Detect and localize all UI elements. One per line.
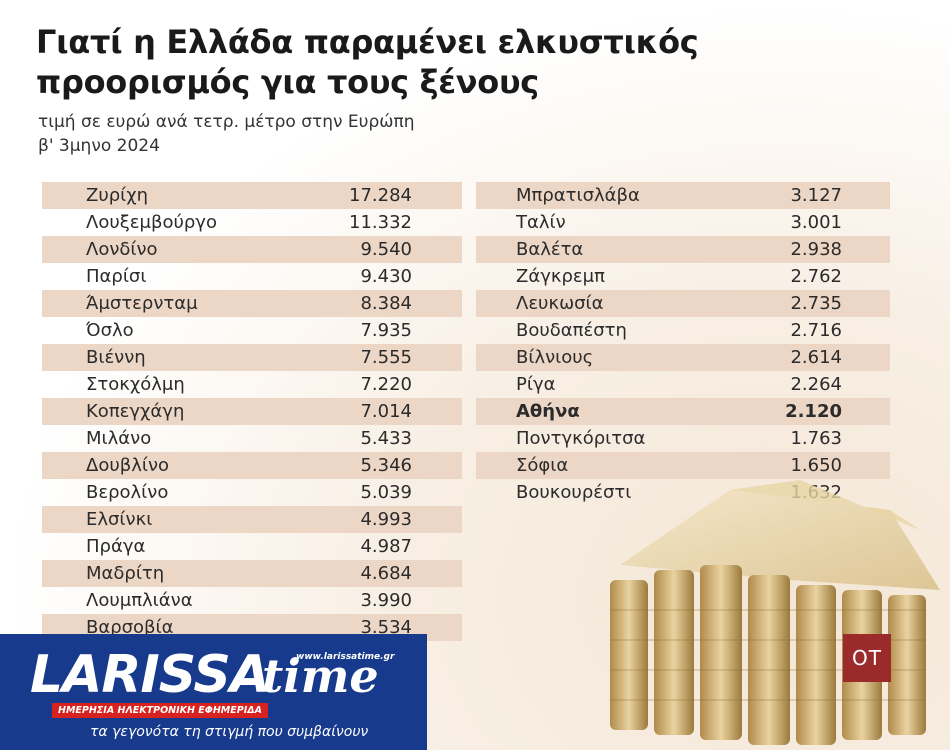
- price-value: 3.990: [360, 590, 412, 611]
- larissatime-logo: LARISSA time www.larissatime.gr ΗΜΕΡΗΣΙΑ…: [0, 634, 427, 750]
- logo-wordmark: LARISSA: [30, 645, 270, 705]
- table-row: Μαδρίτη 4.684: [42, 560, 462, 587]
- price-table-left: Ζυρίχη 17.284 Λουξεμβούργο 11.332 Λονδίνο 9.5…: [42, 182, 462, 641]
- price-value: 9.430: [360, 266, 412, 287]
- price-value: 3.001: [790, 212, 842, 233]
- city-name: Άμστερνταμ: [86, 293, 198, 314]
- price-value: 4.684: [360, 563, 412, 584]
- table-row: Μιλάνο 5.433: [42, 425, 462, 452]
- table-row: Στοκχόλμη 7.220: [42, 371, 462, 398]
- price-value: 4.987: [360, 536, 412, 557]
- price-value: 4.993: [360, 509, 412, 530]
- table-row: Λευκωσία 2.735: [476, 290, 890, 317]
- price-value: 2.735: [790, 293, 842, 314]
- city-name: Ελσίνκι: [86, 509, 153, 530]
- city-name: Στοκχόλμη: [86, 374, 185, 395]
- table-row: Όσλο 7.935: [42, 317, 462, 344]
- price-value: 17.284: [349, 185, 412, 206]
- table-row: Λουξεμβούργο 11.332: [42, 209, 462, 236]
- table-row: Βαλέτα 2.938: [476, 236, 890, 263]
- price-value: 7.555: [360, 347, 412, 368]
- table-row: Αθήνα 2.120: [476, 398, 890, 425]
- price-value: 7.220: [360, 374, 412, 395]
- city-name: Δουβλίνο: [86, 455, 170, 476]
- ot-logo-badge: OT: [843, 634, 891, 682]
- price-value: 5.039: [360, 482, 412, 503]
- city-name: Βουδαπέστη: [516, 320, 627, 341]
- city-name: Όσλο: [86, 320, 134, 341]
- city-name: Λευκωσία: [516, 293, 604, 314]
- city-name: Λουμπλιάνα: [86, 590, 193, 611]
- price-value: 8.384: [360, 293, 412, 314]
- table-row: Πράγα 4.987: [42, 533, 462, 560]
- price-value: 3.127: [790, 185, 842, 206]
- price-value: 3.534: [360, 617, 412, 638]
- price-value: 2.614: [790, 347, 842, 368]
- price-value: 2.716: [790, 320, 842, 341]
- city-name: Μπρατισλάβα: [516, 185, 640, 206]
- price-value: 2.120: [785, 401, 842, 422]
- city-name: Ρίγα: [516, 374, 556, 395]
- table-row: Σόφια 1.650: [476, 452, 890, 479]
- city-name: Ποντγκόριτσα: [516, 428, 646, 449]
- price-value: 1.650: [790, 455, 842, 476]
- table-row: Κοπεγχάγη 7.014: [42, 398, 462, 425]
- table-row: Παρίσι 9.430: [42, 263, 462, 290]
- city-name: Ζάγκρεμπ: [516, 266, 605, 287]
- table-row: Βιέννη 7.555: [42, 344, 462, 371]
- city-name: Βουκουρέστι: [516, 482, 632, 503]
- city-name: Βερολίνο: [86, 482, 169, 503]
- city-name: Μιλάνο: [86, 428, 152, 449]
- subtitle: τιμή σε ευρώ ανά τετρ. μέτρο στην Ευρώπη…: [38, 110, 415, 158]
- city-name: Πράγα: [86, 536, 146, 557]
- city-name: Σόφια: [516, 455, 569, 476]
- price-value: 9.540: [360, 239, 412, 260]
- city-name: Βαρσοβία: [86, 617, 174, 638]
- table-row: Ζυρίχη 17.284: [42, 182, 462, 209]
- table-row: Ελσίνκι 4.993: [42, 506, 462, 533]
- price-value: 7.014: [360, 401, 412, 422]
- city-name: Κοπεγχάγη: [86, 401, 185, 422]
- table-row: Ζάγκρεμπ 2.762: [476, 263, 890, 290]
- city-name: Ταλίν: [516, 212, 566, 233]
- table-row: Λουμπλιάνα 3.990: [42, 587, 462, 614]
- logo-strap: ΗΜΕΡΗΣΙΑ ΗΛΕΚΤΡΟΝΙΚΗ ΕΦΗΜΕΡΙΔΑ: [52, 703, 268, 718]
- price-value: 7.935: [360, 320, 412, 341]
- subtitle-line-1: τιμή σε ευρώ ανά τετρ. μέτρο στην Ευρώπη: [38, 112, 415, 132]
- table-row: Βίλνιους 2.614: [476, 344, 890, 371]
- price-value: 5.433: [360, 428, 412, 449]
- coins-house-illustration: [610, 480, 940, 745]
- table-row: Άμστερνταμ 8.384: [42, 290, 462, 317]
- city-name: Λονδίνο: [86, 239, 158, 260]
- table-row: Λονδίνο 9.540: [42, 236, 462, 263]
- city-name: Βιέννη: [86, 347, 146, 368]
- price-value: 2.938: [790, 239, 842, 260]
- table-row: Ποντγκόριτσα 1.763: [476, 425, 890, 452]
- table-row: Βουδαπέστη 2.716: [476, 317, 890, 344]
- table-row: Ρίγα 2.264: [476, 371, 890, 398]
- price-value: 2.264: [790, 374, 842, 395]
- price-value: 1.763: [790, 428, 842, 449]
- table-row: Βερολίνο 5.039: [42, 479, 462, 506]
- logo-url: www.larissatime.gr: [296, 652, 395, 662]
- city-name: Παρίσι: [86, 266, 147, 287]
- city-name: Μαδρίτη: [86, 563, 165, 584]
- logo-time-word: time: [262, 649, 379, 703]
- page-title: Γιατί η Ελλάδα παραμένει ελκυστικός προο…: [36, 23, 699, 101]
- subtitle-line-2: β' 3μηνο 2024: [38, 136, 160, 156]
- table-row: Μπρατισλάβα 3.127: [476, 182, 890, 209]
- price-value: 11.332: [349, 212, 412, 233]
- table-row: Ταλίν 3.001: [476, 209, 890, 236]
- logo-tagline: τα γεγονότα τη στιγμή που συμβαίνουν: [90, 724, 369, 740]
- price-value: 2.762: [790, 266, 842, 287]
- table-row: Δουβλίνο 5.346: [42, 452, 462, 479]
- city-name: Αθήνα: [516, 401, 580, 422]
- price-table-right: Μπρατισλάβα 3.127 Ταλίν 3.001 Βαλέτα 2.938 Ζάγ…: [476, 182, 890, 506]
- city-name: Ζυρίχη: [86, 185, 149, 206]
- price-value: 5.346: [360, 455, 412, 476]
- city-name: Βαλέτα: [516, 239, 584, 260]
- city-name: Λουξεμβούργο: [86, 212, 217, 233]
- city-name: Βίλνιους: [516, 347, 594, 368]
